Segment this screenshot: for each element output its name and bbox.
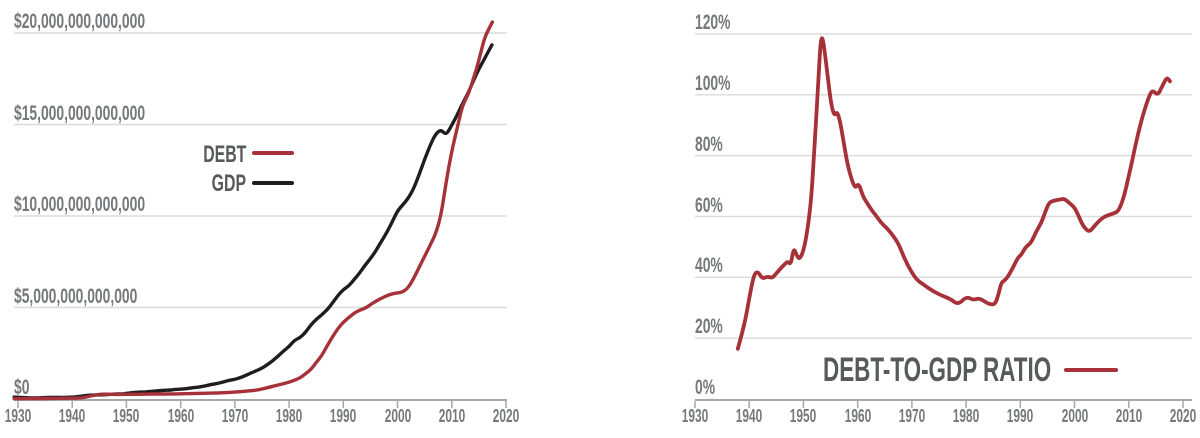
legend-line-gdp	[252, 181, 294, 185]
legend-line-debt-to-gdp-ratio	[1064, 368, 1118, 372]
legend-debt: DEBT	[40, 143, 246, 167]
legend-gdp: GDP	[40, 172, 246, 196]
series-debt	[12, 20, 495, 401]
legend-label-debt: DEBT	[202, 141, 246, 168]
legend-label-debt-to-gdp-ratio: DEBT-TO-GDP RATIO	[823, 351, 1052, 389]
legend-debt-to-gdp-ratio: DEBT-TO-GDP RATIO	[823, 353, 1169, 387]
legend-line-debt	[252, 151, 294, 155]
series-gdp	[12, 43, 494, 400]
legend-label-gdp: GDP	[211, 170, 246, 197]
series-debt-to-gdp-ratio	[735, 36, 1172, 351]
